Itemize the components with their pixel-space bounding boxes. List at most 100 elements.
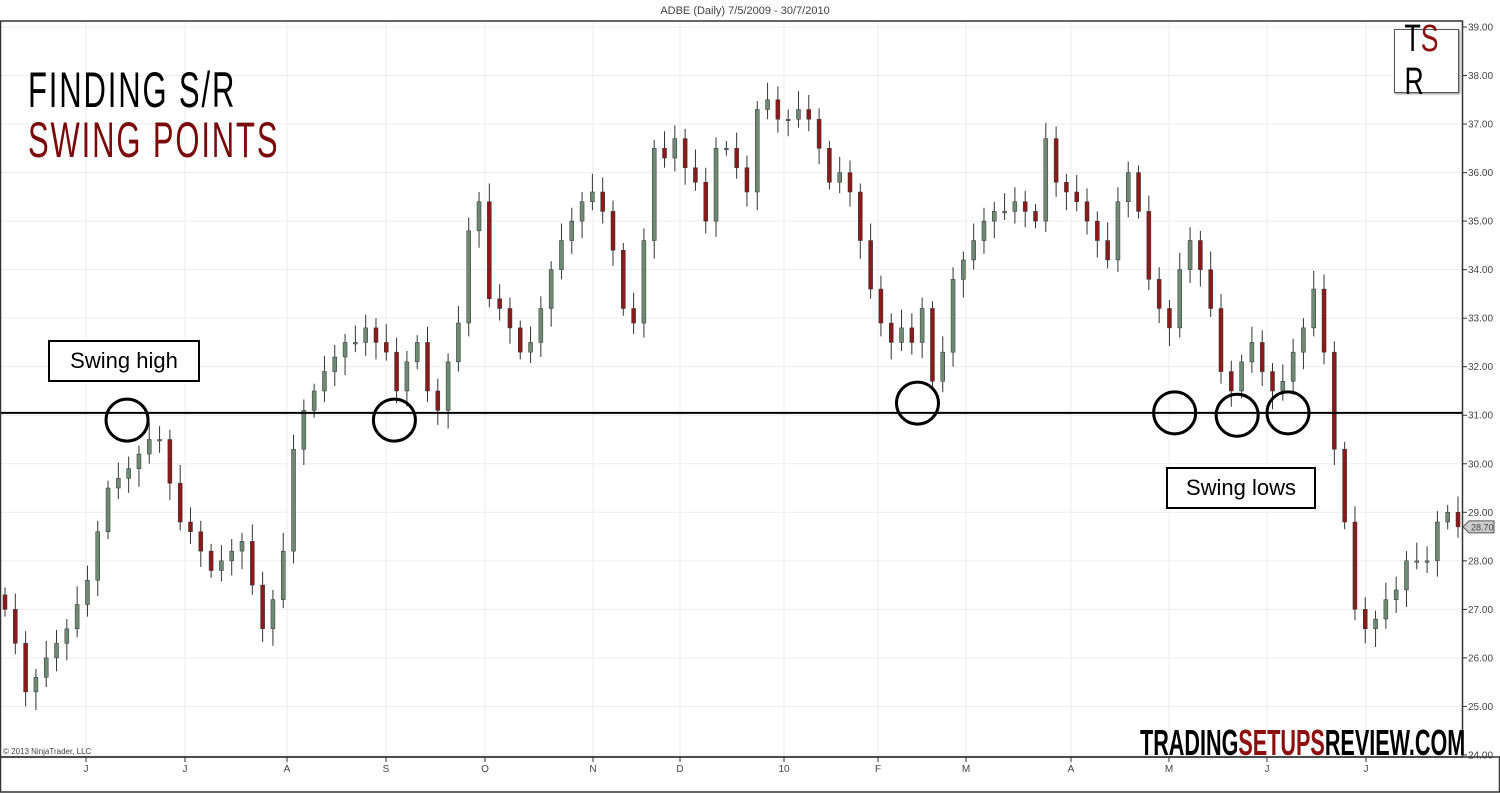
candle-up [713,148,719,222]
x-tick-label: J [84,764,89,775]
candle-up [270,599,276,630]
candle-up [414,342,420,363]
candle-up [445,361,451,411]
candle-up [961,259,966,280]
x-tick-label: 10 [778,764,790,775]
candle-down [1074,191,1079,202]
candle-up [755,109,760,193]
watermark-part1: TRADING [1140,722,1239,763]
candle-up [1115,201,1121,261]
candle-down [1229,371,1234,392]
candle-up [1445,512,1450,523]
x-tick-label: J [1265,764,1270,775]
candle-up [64,628,70,644]
candle-down [662,148,667,159]
candle-down [600,191,605,212]
candle-up [785,118,791,121]
candle-down [1270,371,1275,392]
logo-r: R [1404,61,1424,103]
candle-up [548,269,554,309]
candle-down [1198,240,1203,270]
candle-up [157,439,162,442]
candle-up [1301,327,1306,353]
y-tick-label: 25.00 [1468,702,1493,713]
y-tick-label: 27.00 [1468,605,1493,616]
candle-up [1187,240,1193,270]
candle-down [868,240,873,290]
candle-down [1053,138,1059,183]
candle-up [992,211,997,222]
candle-up [919,308,925,343]
candle-down [693,167,698,183]
candle-down [435,390,441,411]
x-tick-label: M [1165,764,1173,775]
candle-down [1033,211,1038,222]
headline-line1: FINDING S/R [28,62,237,118]
candle-up [1424,560,1430,563]
candle-down [816,118,822,149]
candle-up [1311,288,1316,329]
candle-down [507,308,513,329]
candle-down [1146,211,1152,280]
candle-down [1136,172,1141,212]
candle-up [1404,560,1409,591]
candle-up [332,356,338,372]
copyright: © 2013 NinjaTrader, LLC [3,747,92,756]
candle-up [837,172,842,183]
candle-down [188,521,193,532]
candle-down [1218,308,1224,372]
y-tick-label: 32.00 [1468,362,1493,373]
candle-up [796,109,801,120]
candle-up [590,191,595,202]
candle-down [23,643,28,693]
chart-title: ADBE (Daily) 7/5/2009 - 30/7/2010 [660,5,829,17]
candle-up [476,201,482,232]
x-tick-label: F [875,764,881,775]
candle-up [1435,521,1440,562]
candle-up [353,342,358,345]
candle-down [260,584,265,630]
candle-up [971,240,976,261]
x-tick-label: D [676,764,683,775]
tsr-logo: TSR [1394,18,1459,103]
candle-down [847,172,853,193]
x-tick-label: O [481,764,489,775]
candle-down [394,351,399,392]
candle-down [610,211,616,251]
candle-up [105,487,111,532]
candle-down [1352,521,1358,610]
candle-down [487,201,492,300]
y-tick-label: 29.00 [1468,508,1493,519]
candle-down [682,138,688,168]
candle-up [1414,560,1420,563]
candle-up [147,439,152,455]
candle-up [54,643,59,659]
candle-up [672,138,678,159]
candle-up [342,342,348,358]
x-tick-label: J [1364,764,1369,775]
candle-up [456,322,461,363]
candle-up [1290,351,1296,382]
candle-down [878,288,884,324]
y-tick-label: 35.00 [1468,217,1493,228]
logo-t: T [1404,18,1421,60]
y-tick-label: 31.00 [1468,411,1493,422]
candle-up [765,99,770,110]
y-tick-label: 39.00 [1468,23,1493,34]
candle-down [373,327,379,343]
swing-high-label: Swing high [48,340,200,382]
candle-down [775,99,781,120]
y-tick-label: 28.00 [1468,556,1493,567]
watermark: TRADINGSETUPSREVIEW.COM [1140,722,1465,764]
logo-s: S [1420,18,1439,60]
candle-up [33,677,39,693]
candle-up [466,230,471,324]
candle-down [2,594,8,610]
candle-down [497,298,502,309]
candle-up [579,201,585,222]
candle-up [322,371,327,392]
y-tick-label: 36.00 [1468,168,1493,179]
watermark-part2: SETUPS [1238,722,1325,763]
candle-down [13,609,18,644]
